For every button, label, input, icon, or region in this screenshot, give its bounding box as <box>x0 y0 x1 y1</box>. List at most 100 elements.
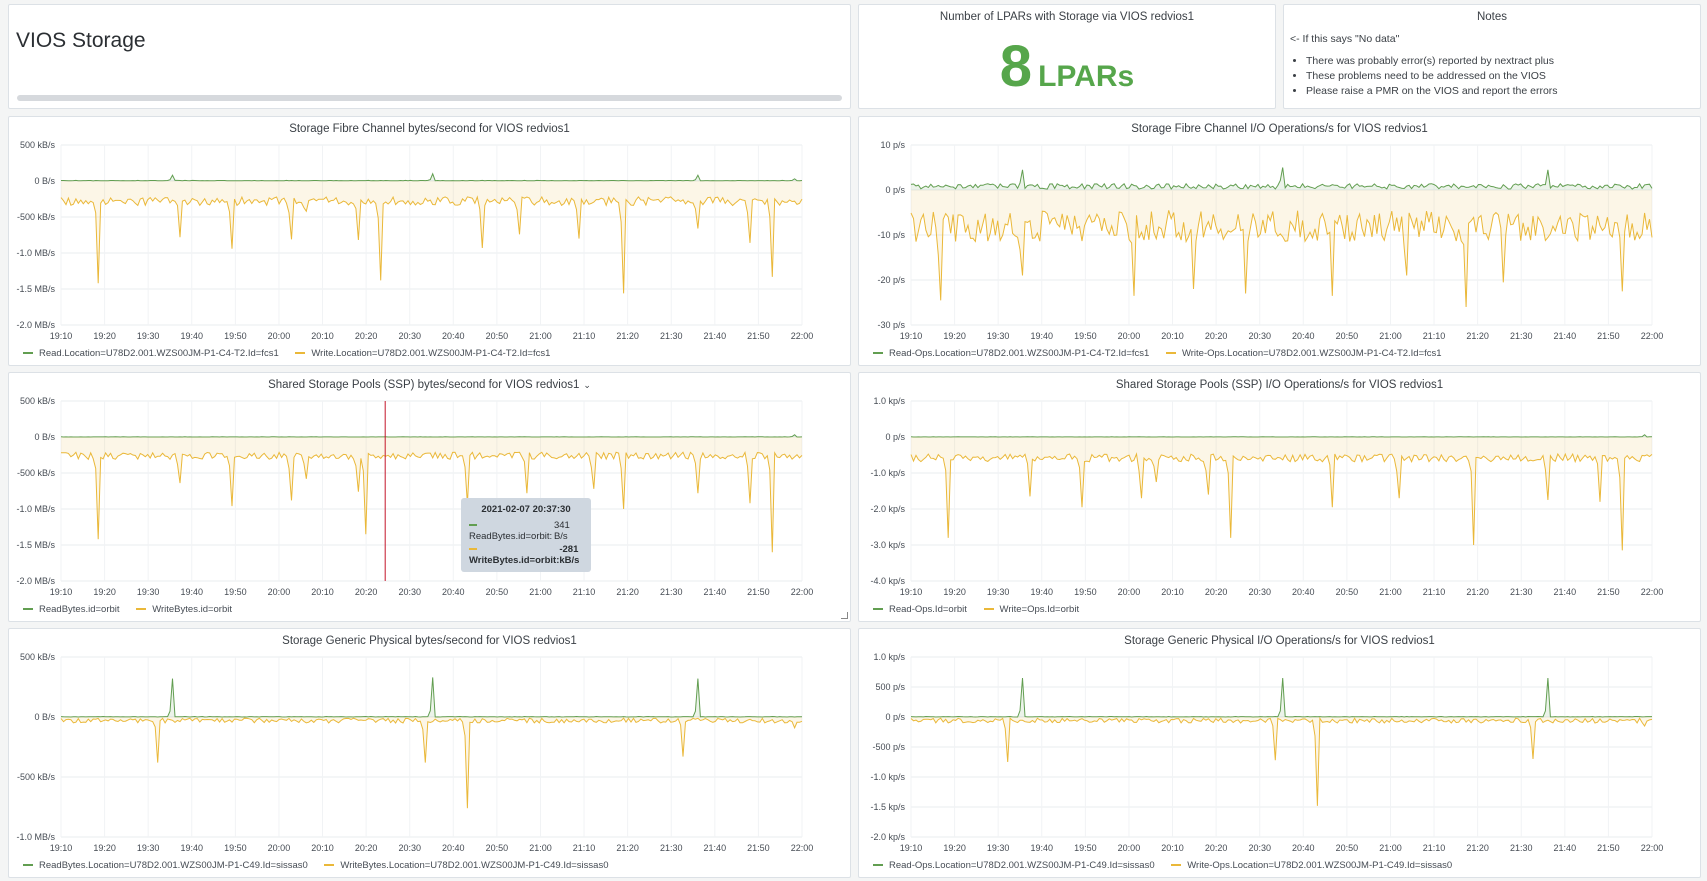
x-tick-label: 19:40 <box>1030 843 1053 853</box>
x-tick-label: 20:10 <box>311 331 334 341</box>
x-tick-label: 21:10 <box>573 587 596 597</box>
chart-svg[interactable]: 1.0 kp/s 500 p/s 0 p/s -500 p/s -1.0 kp/s -1.… <box>859 629 1700 877</box>
y-tick-label: -2.0 MB/s <box>16 320 55 330</box>
panel-title[interactable]: Number of LPARs with Storage via VIOS re… <box>939 11 1195 23</box>
y-tick-label: -1.0 MB/s <box>16 248 55 258</box>
panel-title[interactable]: Shared Storage Pools (SSP) bytes/second … <box>268 379 591 391</box>
y-tick-label: 500 kB/s <box>20 140 56 150</box>
y-tick-label: 0 p/s <box>885 185 905 195</box>
legend-item-read[interactable]: ReadBytes.id=orbit <box>23 604 120 615</box>
x-tick-label: 20:40 <box>442 587 465 597</box>
legend-item-write[interactable]: Write.Location=U78D2.001.WZS00JM-P1-C4-T… <box>295 348 550 359</box>
x-tick-label: 20:20 <box>355 331 378 341</box>
x-tick-label: 21:50 <box>747 587 770 597</box>
legend-item-write[interactable]: WriteBytes.Location=U78D2.001.WZS00JM-P1… <box>324 860 608 871</box>
x-tick-label: 20:30 <box>398 587 421 597</box>
legend-item-read[interactable]: ReadBytes.Location=U78D2.001.WZS00JM-P1-… <box>23 860 308 871</box>
series-area <box>911 717 1652 806</box>
x-tick-label: 22:00 <box>1641 587 1664 597</box>
y-tick-label: -500 kB/s <box>17 468 56 478</box>
series-line <box>61 451 803 553</box>
chart-svg[interactable]: 500 kB/s 0 B/s -500 kB/s -1.0 MB/s -1.5 MB/s… <box>9 373 850 621</box>
y-tick-label: -2.0 kp/s <box>870 504 905 514</box>
x-tick-label: 21:10 <box>573 843 596 853</box>
x-tick-label: 20:00 <box>1118 587 1141 597</box>
series-line <box>910 210 1653 308</box>
panel-title[interactable]: Notes <box>1476 11 1508 23</box>
tooltip-time: 2021-02-07 20:37:30 <box>481 504 571 515</box>
series-line <box>910 716 1653 806</box>
chart-svg[interactable]: 10 p/s 0 p/s -10 p/s -20 p/s -30 p/s19:10 19:… <box>859 117 1700 365</box>
series-line <box>60 717 803 809</box>
chart-svg[interactable]: 500 kB/s 0 B/s -500 kB/s -1.0 MB/s19:10 19:2… <box>9 629 850 877</box>
y-tick-label: -1.0 MB/s <box>16 504 55 514</box>
x-tick-label: 21:00 <box>1379 331 1402 341</box>
x-tick-label: 21:20 <box>616 587 639 597</box>
x-tick-label: 20:40 <box>1292 587 1315 597</box>
x-tick-label: 19:40 <box>180 587 203 597</box>
tooltip-row-read: ReadBytes.id=orbit: 341 B/s <box>469 520 570 542</box>
x-tick-label: 21:00 <box>529 843 552 853</box>
legend-item-write[interactable]: WriteBytes.id=orbit <box>136 604 232 615</box>
x-tick-label: 19:30 <box>987 843 1010 853</box>
y-tick-label: 0 B/s <box>34 432 55 442</box>
y-tick-label: -30 p/s <box>877 320 905 330</box>
x-tick-label: 20:40 <box>442 843 465 853</box>
legend-item-write[interactable]: Write-Ops.Location=U78D2.001.WZS00JM-P1-… <box>1165 348 1442 359</box>
x-tick-label: 19:40 <box>1030 587 1053 597</box>
legend-item-read[interactable]: Read-Ops.Location=U78D2.001.WZS00JM-P1-C… <box>873 860 1155 871</box>
x-tick-label: 20:20 <box>355 587 378 597</box>
x-tick-label: 20:20 <box>355 843 378 853</box>
x-tick-label: 19:50 <box>224 587 247 597</box>
series-line <box>60 195 803 294</box>
x-tick-label: 20:10 <box>311 843 334 853</box>
notes-panel: Notes <- If this says "No data" There wa… <box>1283 4 1701 109</box>
chart-svg[interactable]: 500 kB/s 0 B/s -500 kB/s -1.0 MB/s -1.5 MB/s… <box>9 117 850 365</box>
legend: ReadBytes.Location=U78D2.001.WZS00JM-P1-… <box>23 860 622 871</box>
y-tick-label: 0 p/s <box>885 712 905 722</box>
horizontal-scrollbar[interactable] <box>17 95 842 101</box>
notes-text: <- If this says "No data" There was prob… <box>1290 33 1694 100</box>
x-tick-label: 21:20 <box>1466 331 1489 341</box>
x-tick-label: 19:40 <box>180 331 203 341</box>
x-tick-label: 21:50 <box>747 843 770 853</box>
y-tick-label: 1.0 kp/s <box>873 652 905 662</box>
x-tick-label: 20:30 <box>1248 843 1271 853</box>
panel-title[interactable]: Shared Storage Pools (SSP) I/O Operation… <box>1115 379 1444 391</box>
panel-title[interactable]: Storage Fibre Channel bytes/second for V… <box>289 123 570 135</box>
stat-value: 8 <box>999 34 1033 99</box>
x-tick-label: 20:00 <box>268 843 291 853</box>
list-item: Please raise a PMR on the VIOS and repor… <box>1306 85 1694 97</box>
series-area <box>911 190 1652 307</box>
y-tick-label: -1.0 MB/s <box>16 832 55 842</box>
x-tick-label: 21:50 <box>1597 587 1620 597</box>
x-tick-label: 19:50 <box>224 843 247 853</box>
x-tick-label: 20:50 <box>1336 331 1359 341</box>
legend-item-read[interactable]: Read-Ops.Location=U78D2.001.WZS00JM-P1-C… <box>873 348 1149 359</box>
title-panel: VIOS Storage <box>8 4 851 109</box>
x-tick-label: 21:10 <box>573 331 596 341</box>
x-tick-label: 22:00 <box>1641 843 1664 853</box>
series-area <box>61 717 802 809</box>
y-tick-label: -1.5 kp/s <box>870 802 905 812</box>
legend-item-read[interactable]: Read-Ops.Id=orbit <box>873 604 967 615</box>
chevron-down-icon[interactable]: ⌄ <box>583 380 591 390</box>
panel-title[interactable]: Storage Generic Physical I/O Operations/… <box>1124 635 1435 647</box>
x-tick-label: 20:30 <box>398 331 421 341</box>
x-tick-label: 21:10 <box>1423 843 1446 853</box>
x-tick-label: 21:30 <box>1510 331 1533 341</box>
legend-item-write[interactable]: Write=Ops.Id=orbit <box>983 604 1079 615</box>
x-tick-label: 21:20 <box>1466 587 1489 597</box>
resize-handle[interactable] <box>841 612 848 619</box>
panel-title[interactable]: Storage Fibre Channel I/O Operations/s f… <box>1131 123 1428 135</box>
lpar-stat-panel: Number of LPARs with Storage via VIOS re… <box>858 4 1276 109</box>
y-tick-label: -2.0 MB/s <box>16 576 55 586</box>
panel-title[interactable]: Storage Generic Physical bytes/second fo… <box>282 635 577 647</box>
chart-svg[interactable]: 1.0 kp/s 0 p/s -1.0 kp/s -2.0 kp/s -3.0 kp/s… <box>859 373 1700 621</box>
series-area <box>61 181 802 294</box>
x-tick-label: 20:00 <box>268 331 291 341</box>
x-tick-label: 19:20 <box>93 587 116 597</box>
legend-item-write[interactable]: Write-Ops.Location=U78D2.001.WZS00JM-P1-… <box>1171 860 1452 871</box>
legend-item-read[interactable]: Read.Location=U78D2.001.WZS00JM-P1-C4-T2… <box>23 348 279 359</box>
y-tick-label: -500 p/s <box>872 742 905 752</box>
